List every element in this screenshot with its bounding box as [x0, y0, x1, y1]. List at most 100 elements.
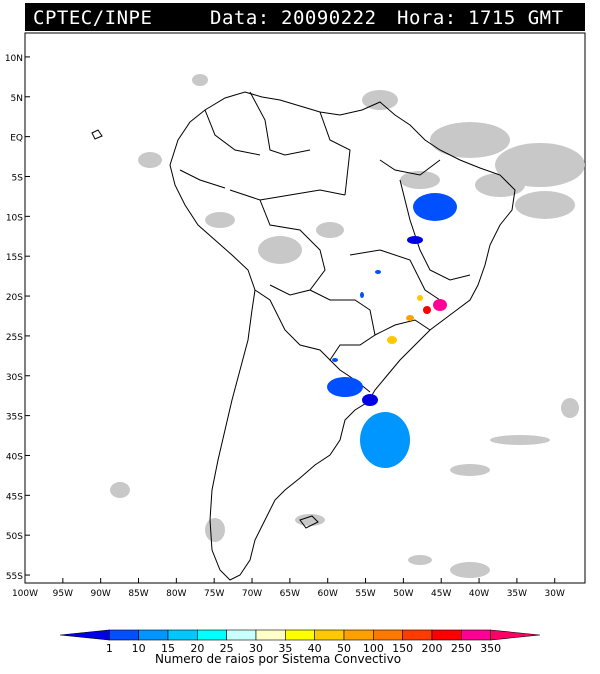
legend-value: 250	[451, 642, 472, 655]
border-line	[309, 289, 376, 393]
legend-swatch	[373, 629, 403, 641]
storm-cluster	[362, 394, 378, 406]
latitude-label: EQ	[10, 134, 23, 144]
legend-swatch	[109, 629, 139, 641]
legend-swatch	[402, 629, 433, 641]
longitude-label: 55W	[355, 589, 375, 599]
longitude-label: 80W	[166, 589, 186, 599]
storm-cluster	[332, 358, 338, 362]
longitude-label: 70W	[242, 589, 262, 599]
border-line	[379, 159, 441, 176]
legend-value: 200	[422, 642, 443, 655]
source-title: CPTEC/INPE	[33, 7, 153, 29]
latitude-label: 35S	[6, 413, 23, 423]
legend-colorbar	[59, 629, 541, 641]
legend-swatch	[226, 629, 257, 641]
longitude-label: 85W	[128, 589, 148, 599]
cloud-patch	[490, 435, 550, 445]
latitude-label: 20S	[6, 293, 23, 303]
longitude-label: 65W	[280, 589, 300, 599]
border-line	[229, 189, 346, 201]
storm-cluster	[360, 292, 364, 298]
cloud-patch	[205, 518, 225, 542]
legend-value: 15	[161, 642, 175, 655]
longitude-labels: 100W 95W 90W 85W 80W 75W 70W 65W 60W 55W 50W 45W 40W…	[12, 578, 565, 599]
longitude-label: 95W	[53, 589, 73, 599]
time-value: 1715 GMT	[468, 7, 564, 29]
cloud-patch	[561, 398, 579, 418]
storm-cluster	[375, 270, 381, 274]
lightning-layer	[327, 193, 457, 468]
legend-swatch	[255, 629, 286, 641]
legend-value: 350	[480, 642, 501, 655]
legend-value: 100	[363, 642, 384, 655]
island	[299, 515, 319, 529]
latitude-label: 55S	[6, 572, 23, 582]
latitude-label: 30S	[6, 373, 23, 383]
legend-labels: 1 10 15 20 25 30 35 40 50 100 150 200 250 350	[106, 642, 501, 655]
time-label: Hora:	[397, 7, 457, 29]
legend-value: 50	[337, 642, 351, 655]
date-label: Data:	[210, 7, 270, 29]
cloud-layer	[110, 74, 585, 578]
cloud-patch	[400, 171, 440, 189]
longitude-label: 35W	[507, 589, 527, 599]
latitude-label: 5S	[12, 173, 24, 183]
latitude-labels: 10N 5N EQ 5S 10S 15S 20S 25S 30S 35S 40S 45S 50S 55S	[5, 54, 30, 582]
longitude-label: 90W	[90, 589, 110, 599]
border-line	[254, 289, 331, 361]
longitude-label: 40W	[469, 589, 489, 599]
storm-cluster	[360, 412, 410, 468]
cloud-patch	[450, 562, 490, 578]
storm-cluster	[433, 299, 447, 311]
legend-value: 150	[392, 642, 413, 655]
border-line	[399, 179, 471, 281]
coastline-layer	[91, 91, 516, 581]
cloud-patch	[495, 143, 585, 187]
storm-cluster	[417, 295, 423, 301]
legend-swatch	[314, 629, 345, 641]
cloud-patch	[362, 90, 398, 110]
border-line	[319, 111, 351, 196]
latitude-label: 25S	[6, 333, 23, 343]
longitude-label: 30W	[545, 589, 565, 599]
legend-swatch	[167, 629, 198, 641]
cloud-patch	[258, 236, 302, 264]
legend-value: 25	[220, 642, 234, 655]
cloud-patch	[138, 152, 162, 168]
island	[91, 129, 103, 140]
map-header: CPTEC/INPE Data: 20090222 Hora: 1715 GMT	[25, 3, 585, 31]
latitude-label: 40S	[6, 452, 23, 462]
legend-value: 35	[278, 642, 292, 655]
longitude-label: 100W	[12, 589, 38, 599]
cloud-patch	[192, 74, 208, 86]
legend-value: 1	[106, 642, 113, 655]
latitude-label: 50S	[6, 532, 23, 542]
south-america-coastline	[169, 91, 516, 581]
border-line	[259, 199, 326, 296]
storm-cluster	[327, 377, 363, 397]
cloud-patch	[450, 464, 490, 476]
border-line	[374, 319, 431, 336]
border-line	[204, 109, 261, 156]
longitude-label: 45W	[431, 589, 451, 599]
latitude-label: 5N	[11, 94, 23, 104]
latitude-label: 10N	[5, 54, 23, 64]
legend-caption: Numero de raios por Sistema Convectivo	[155, 652, 402, 666]
storm-cluster	[423, 306, 431, 314]
storm-cluster	[387, 336, 397, 344]
cloud-patch	[475, 173, 525, 197]
cloud-patch	[110, 482, 130, 498]
legend-swatch	[431, 629, 462, 641]
legend-value: 20	[190, 642, 204, 655]
storm-cluster	[413, 193, 457, 221]
longitude-label: 60W	[318, 589, 338, 599]
legend-swatch	[197, 629, 227, 641]
storm-cluster	[406, 315, 414, 321]
border-line	[249, 91, 311, 156]
border-line	[179, 169, 226, 189]
longitude-label: 50W	[393, 589, 413, 599]
latitude-label: 45S	[6, 492, 23, 502]
cloud-patch	[316, 222, 344, 238]
